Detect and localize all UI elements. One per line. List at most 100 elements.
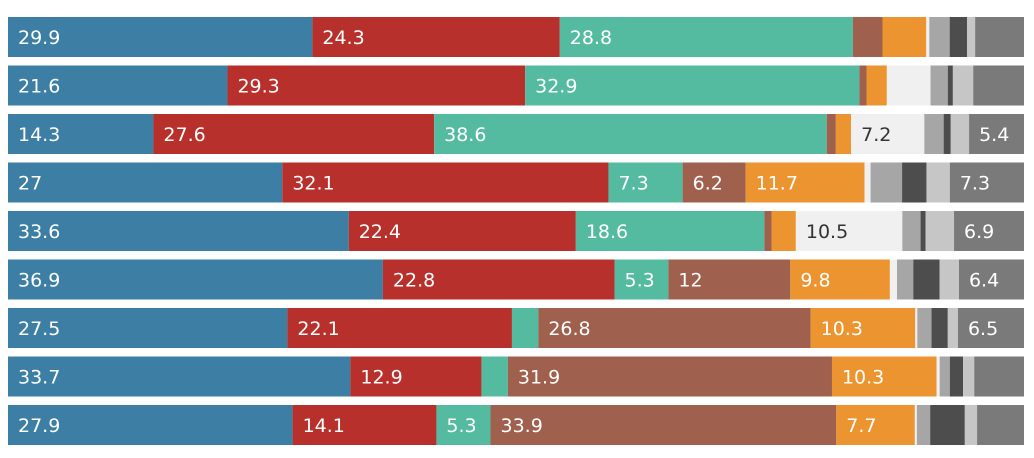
bar-segment-r6-s4 xyxy=(668,259,791,300)
bar-segment-r9-s1 xyxy=(8,405,293,445)
data-label-r6-s2: 22.8 xyxy=(393,270,435,292)
bar-row-2: 21.6 29.3 32.9 xyxy=(8,65,1024,106)
data-label-r6-s4: 12 xyxy=(678,270,702,292)
data-label-r8-s2: 12.9 xyxy=(360,367,402,389)
bar-segment-r4-s10 xyxy=(949,162,1024,203)
data-label-r3-s6: 7.2 xyxy=(861,124,891,146)
bar-segment-r4-s4 xyxy=(682,162,746,203)
bar-segment-r9-s9 xyxy=(964,405,978,445)
data-label-r9-s2: 14.1 xyxy=(303,415,345,437)
data-label-r5-s10: 6.9 xyxy=(964,221,994,243)
bar-segment-r5-s5 xyxy=(771,211,796,251)
bar-segment-r6-s5 xyxy=(790,259,890,300)
data-label-r8-s5: 10.3 xyxy=(842,367,884,389)
bar-segment-r6-s7 xyxy=(897,259,914,300)
bar-segment-r6-s10 xyxy=(958,259,1024,300)
bar-segment-r8-s6 xyxy=(936,356,940,397)
bar-segment-r4-s7 xyxy=(870,162,903,203)
bar-segment-r3-s3 xyxy=(434,114,827,154)
bar-segment-r7-s7 xyxy=(917,308,932,348)
bar-segment-r8-s5 xyxy=(831,356,937,397)
bar-segment-r8-s9 xyxy=(963,356,975,397)
bar-segment-r1-s2 xyxy=(312,17,560,57)
data-label-r9-s1: 27.9 xyxy=(18,415,60,437)
bar-segment-r9-s2 xyxy=(292,405,437,445)
bar-segment-r8-s10 xyxy=(974,356,1024,397)
bar-segment-r9-s8 xyxy=(930,405,965,445)
bar-segment-r5-s7 xyxy=(902,211,921,251)
bar-segment-r5-s6 xyxy=(795,211,903,251)
data-label-r2-s1: 21.6 xyxy=(18,76,60,98)
bar-row-3: 14.3 27.6 38.6 7.2 5.4 xyxy=(8,114,1024,154)
bar-segment-r8-s7 xyxy=(939,356,950,397)
bar-segment-r2-s2 xyxy=(227,65,526,106)
data-label-r4-s5: 11.7 xyxy=(756,173,798,195)
bar-segment-r7-s3 xyxy=(511,308,539,348)
bar-row-8: 33.7 12.9 31.9 10.3 xyxy=(8,356,1024,397)
bar-segment-r7-s9 xyxy=(947,308,958,348)
bar-segment-r3-s5 xyxy=(835,114,852,154)
bar-segment-r3-s4 xyxy=(826,114,836,154)
bar-segment-r5-s3 xyxy=(575,211,765,251)
bar-segment-r6-s3 xyxy=(614,259,669,300)
bar-segment-r9-s10 xyxy=(977,405,1024,445)
bar-segment-r5-s1 xyxy=(8,211,349,251)
bar-segment-r6-s9 xyxy=(939,259,959,300)
bar-segment-r4-s6 xyxy=(864,162,871,203)
data-label-r6-s3: 5.3 xyxy=(625,270,655,292)
data-label-r3-s1: 14.3 xyxy=(18,124,60,146)
data-label-r1-s1: 29.9 xyxy=(18,27,60,49)
bar-segment-r6-s1 xyxy=(8,259,383,300)
bar-segment-r7-s2 xyxy=(287,308,512,348)
data-label-r2-s3: 32.9 xyxy=(535,76,577,98)
bar-segment-r6-s6 xyxy=(889,259,897,300)
bar-segment-r2-s10 xyxy=(973,65,1024,106)
data-label-r7-s4: 26.8 xyxy=(548,318,590,340)
bar-segment-r4-s5 xyxy=(745,162,865,203)
bar-segment-r1-s6 xyxy=(926,17,930,57)
bar-segment-r2-s7 xyxy=(930,65,948,106)
bar-segment-r8-s8 xyxy=(949,356,964,397)
bar-segment-r5-s2 xyxy=(348,211,576,251)
bar-row-7: 27.5 22.1 26.8 10.3 6.5 xyxy=(8,308,1024,348)
bar-segment-r3-s7 xyxy=(924,114,944,154)
bar-segment-r7-s4 xyxy=(538,308,811,348)
bar-segment-r1-s9 xyxy=(966,17,976,57)
bar-segment-r4-s2 xyxy=(282,162,609,203)
bar-segment-r7-s6 xyxy=(915,308,918,348)
data-label-r8-s1: 33.7 xyxy=(18,367,60,389)
bar-segment-r2-s8 xyxy=(947,65,953,106)
bar-segment-r3-s8 xyxy=(943,114,951,154)
bar-segment-r9-s3 xyxy=(436,405,491,445)
bar-segment-r1-s10 xyxy=(975,17,1024,57)
bar-segment-r1-s7 xyxy=(929,17,950,57)
bar-segment-r2-s3 xyxy=(525,65,860,106)
data-label-r1-s2: 24.3 xyxy=(322,27,364,49)
data-label-r9-s4: 33.9 xyxy=(501,415,543,437)
data-label-r3-s10: 5.4 xyxy=(979,124,1009,146)
data-label-r3-s2: 27.6 xyxy=(163,124,205,146)
bar-segment-r7-s1 xyxy=(8,308,288,348)
data-label-r4-s1: 27 xyxy=(18,173,42,195)
bar-segment-r3-s6 xyxy=(851,114,925,154)
bar-segment-r5-s9 xyxy=(925,211,955,251)
bar-segment-r3-s9 xyxy=(950,114,970,154)
bar-segment-r7-s10 xyxy=(957,308,1024,348)
bar-row-4: 27 32.1 7.3 6.2 11.7 7.3 xyxy=(8,162,1024,203)
bar-segment-r5-s10 xyxy=(954,211,1024,251)
bar-segment-r1-s8 xyxy=(949,17,967,57)
bar-segment-r9-s7 xyxy=(916,405,931,445)
bar-row-6: 36.9 22.8 5.3 12 9.8 6.4 xyxy=(8,259,1024,300)
bar-segment-r2-s6 xyxy=(886,65,931,106)
data-label-r6-s5: 9.8 xyxy=(800,270,830,292)
bar-segment-r6-s8 xyxy=(913,259,940,300)
bar-segment-r9-s6 xyxy=(914,405,917,445)
data-label-r5-s1: 33.6 xyxy=(18,221,60,243)
bar-segment-r4-s1 xyxy=(8,162,283,203)
bar-segment-r1-s4 xyxy=(852,17,883,57)
data-label-r3-s3: 38.6 xyxy=(444,124,486,146)
bar-segment-r8-s4 xyxy=(507,356,832,397)
bar-row-9: 27.9 14.1 5.3 33.9 7.7 xyxy=(8,405,1024,445)
data-label-r2-s2: 29.3 xyxy=(237,76,279,98)
